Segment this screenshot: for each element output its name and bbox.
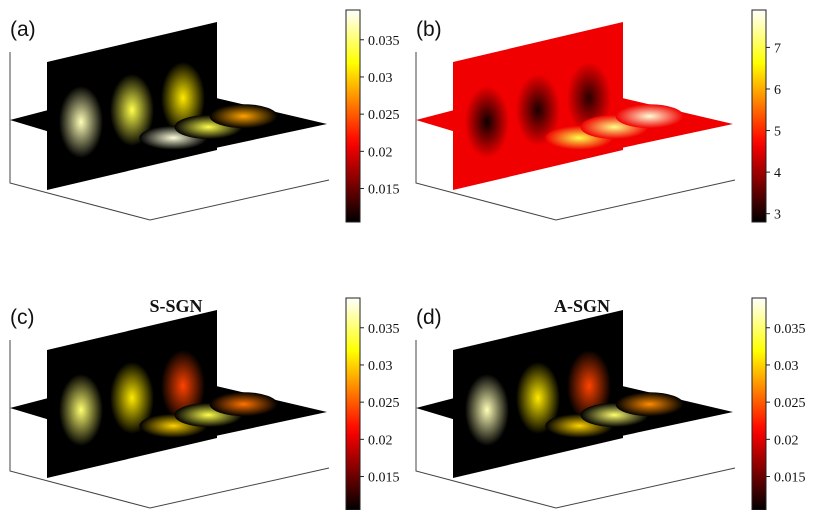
horizontal-slice-blob — [209, 392, 278, 417]
axis-box-lines — [9, 340, 330, 509]
colorbar-tick-label: 0.025 — [774, 396, 806, 411]
vertical-slice-blob — [465, 86, 509, 158]
colorbar-tick-label: 7 — [774, 41, 781, 56]
colorbar — [345, 297, 361, 510]
colorbar-tick-label: 0.035 — [774, 322, 806, 337]
vertical-slice-blob — [110, 362, 154, 434]
vertical-slice-blob — [110, 74, 154, 146]
colorbar — [751, 297, 767, 510]
vertical-slice-blob — [161, 62, 205, 134]
colorbar-tick-label: 0.03 — [368, 359, 393, 374]
horizontal-slice-blob — [615, 392, 684, 417]
vertical-slice-blob — [161, 350, 205, 422]
colorbar-tick-label: 0.02 — [368, 145, 393, 160]
panel-title: A-SGN — [554, 296, 610, 316]
vertical-slice-blob — [567, 350, 611, 422]
horizontal-slice-blob — [615, 104, 684, 129]
colorbar-tick-label: 0.035 — [368, 34, 400, 49]
vertical-slice-blob — [465, 374, 509, 446]
colorbar-tick-label: 3 — [774, 208, 781, 223]
vertical-slice-blob — [59, 374, 103, 446]
colorbar-tick-label: 0.015 — [368, 471, 400, 486]
colorbar-tick-label: 0.015 — [368, 183, 400, 198]
colorbar-tick-label: 0.02 — [368, 433, 393, 448]
colorbar-tick-label: 0.03 — [774, 359, 799, 374]
horizontal-slice-blob — [209, 104, 278, 129]
axis-box-lines — [9, 52, 330, 221]
panel-title: S-SGN — [149, 296, 202, 316]
panel-a: (a) 0.035 0.03 0.025 0.02 0.015 — [9, 9, 400, 223]
panel-label: (c) — [10, 306, 35, 329]
panel-c: (c) S-SGN 0.035 0.03 0.025 0.02 0.015 — [9, 296, 400, 510]
colorbar-tick-label: 4 — [774, 166, 781, 181]
colorbar-tick-label: 0.025 — [368, 108, 400, 123]
colorbar-tick-label: 0.025 — [368, 396, 400, 411]
colorbar — [345, 9, 361, 223]
axis-box-lines — [415, 340, 736, 509]
panel-b: (b) 7 6 5 4 3 — [415, 9, 781, 223]
colorbar-tick-label: 0.02 — [774, 433, 799, 448]
vertical-slice-blob — [59, 86, 103, 158]
panel-label: (b) — [416, 18, 442, 41]
vertical-slice-blob — [567, 62, 611, 134]
axis-box-lines — [415, 52, 736, 221]
colorbar-tick-label: 0.03 — [368, 71, 393, 86]
colorbar — [751, 9, 767, 223]
panel-label: (d) — [416, 306, 442, 329]
panel-label: (a) — [10, 18, 36, 41]
panel-d: (d) A-SGN 0.035 0.03 0.025 0.02 0.015 — [415, 296, 806, 510]
colorbar-tick-label: 0.015 — [774, 471, 806, 486]
colorbar-tick-label: 0.035 — [368, 322, 400, 337]
vertical-slice-blob — [516, 362, 560, 434]
vertical-slice-blob — [516, 74, 560, 146]
colorbar-tick-label: 6 — [774, 83, 781, 98]
colorbar-tick-label: 5 — [774, 125, 781, 140]
